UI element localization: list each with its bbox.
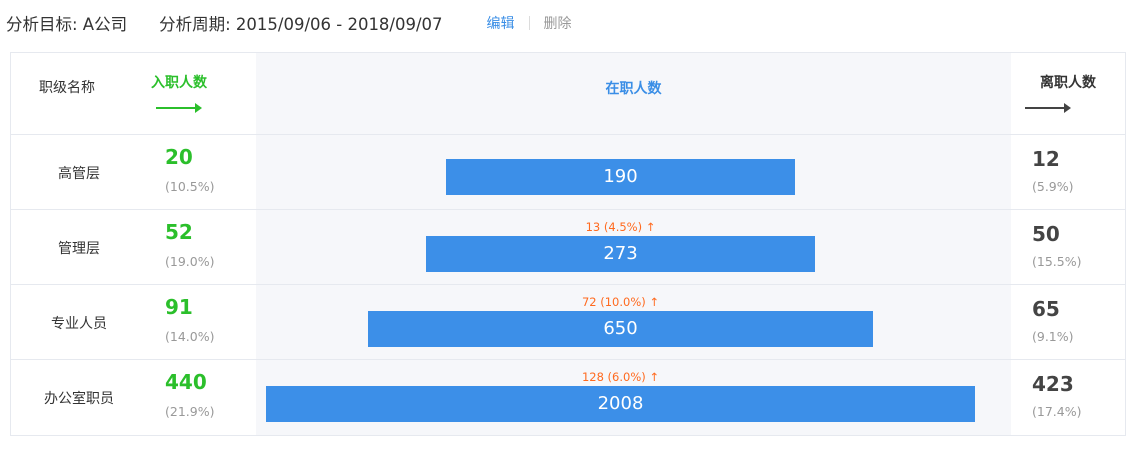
left-percent: (17.4%) [1032, 404, 1082, 419]
level-name: 专业人员 [51, 316, 107, 332]
left-arrow-icon [1025, 103, 1071, 113]
level-name: 办公室职员 [44, 391, 114, 407]
hired-count: 20 [165, 145, 193, 169]
hired-percent: (14.0%) [165, 329, 215, 344]
current-count-bar: 2008 [266, 386, 975, 422]
current-count-bar: 650 [368, 311, 873, 347]
current-count-bar: 190 [446, 159, 795, 195]
headcount-funnel-table: 职级名称 入职人数 在职人数 离职人数 高管层 20 (10.5%) 190 1… [10, 52, 1126, 436]
column-header-current: 在职人数 [605, 81, 662, 97]
hired-count: 440 [165, 370, 207, 394]
table-row: 办公室职员 440 (21.9%) 128 (6.0%) ↑ 2008 423 … [11, 360, 1125, 435]
left-percent: (5.9%) [1032, 179, 1074, 194]
column-header-left: 离职人数 [1040, 75, 1096, 91]
table-row: 高管层 20 (10.5%) 190 12 (5.9%) [11, 135, 1125, 210]
left-count: 65 [1032, 297, 1060, 321]
hired-percent: (21.9%) [165, 404, 215, 419]
edit-link[interactable]: 编辑 [486, 16, 515, 32]
analysis-target: 分析目标: A公司 [6, 15, 128, 34]
left-count: 423 [1032, 372, 1074, 396]
level-name: 高管层 [58, 166, 100, 182]
hired-percent: (19.0%) [165, 254, 215, 269]
hired-count: 91 [165, 295, 193, 319]
hired-count: 52 [165, 220, 193, 244]
divider [528, 16, 530, 30]
column-header-name: 职级名称 [39, 80, 95, 96]
table-header-row: 职级名称 入职人数 在职人数 离职人数 [11, 53, 1125, 135]
left-count: 12 [1032, 147, 1060, 171]
level-name: 管理层 [58, 241, 100, 257]
current-count-bar: 273 [426, 236, 815, 272]
left-percent: (9.1%) [1032, 329, 1074, 344]
left-percent: (15.5%) [1032, 254, 1082, 269]
analysis-period: 分析周期: 2015/09/06 - 2018/09/07 [159, 15, 443, 34]
analysis-header: 分析目标: A公司 分析周期: 2015/09/06 - 2018/09/07 … [6, 10, 572, 36]
left-count: 50 [1032, 222, 1060, 246]
column-header-hired: 入职人数 [151, 75, 207, 91]
delete-link[interactable]: 删除 [543, 16, 572, 32]
current-change-label: 13 (4.5%) ↑ [585, 220, 656, 234]
table-row: 专业人员 91 (14.0%) 72 (10.0%) ↑ 650 65 (9.1… [11, 285, 1125, 360]
current-change-label: 128 (6.0%) ↑ [581, 370, 660, 384]
table-row: 管理层 52 (19.0%) 13 (4.5%) ↑ 273 50 (15.5%… [11, 210, 1125, 285]
hired-arrow-icon [156, 103, 202, 113]
hired-percent: (10.5%) [165, 179, 215, 194]
current-change-label: 72 (10.0%) ↑ [581, 295, 660, 309]
